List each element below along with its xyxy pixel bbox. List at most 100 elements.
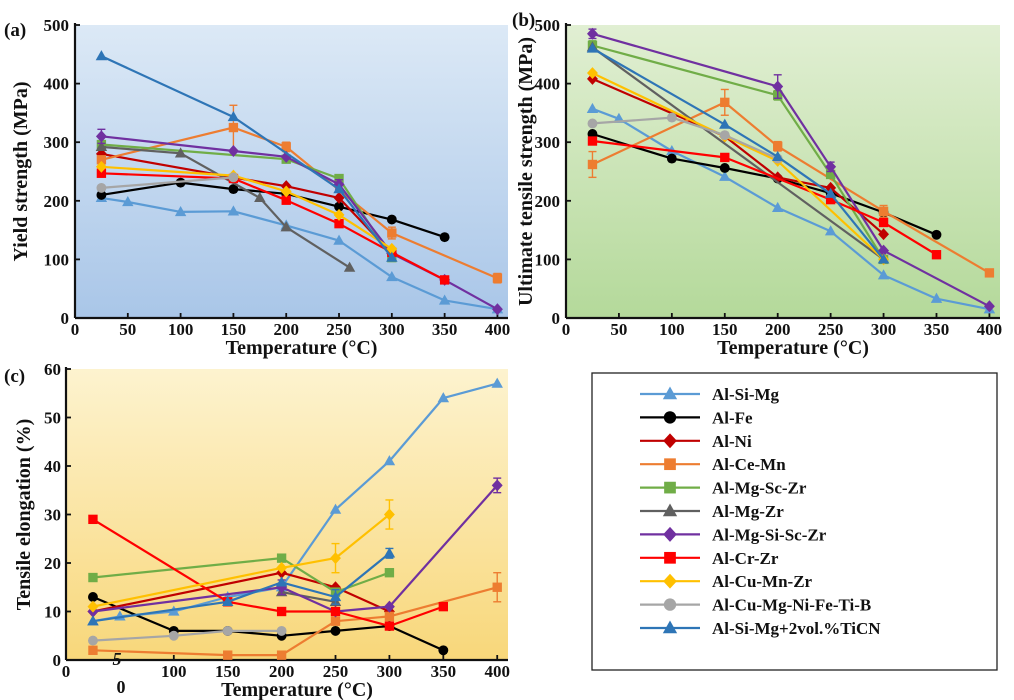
legend-entry-al-fe: Al-Fe xyxy=(640,408,753,427)
data-point xyxy=(438,294,451,305)
data-point xyxy=(96,182,107,193)
x-tick-label: 300 xyxy=(379,320,405,339)
legend-box xyxy=(591,372,998,671)
data-point xyxy=(438,645,449,656)
data-point xyxy=(492,273,503,283)
data-point xyxy=(88,592,98,602)
data-point xyxy=(666,153,677,164)
legend-entry-al-si-mg: Al-Si-Mg xyxy=(640,385,780,404)
data-point xyxy=(877,269,890,280)
data-point xyxy=(122,195,134,207)
legend-marker xyxy=(663,573,677,589)
legend-marker xyxy=(664,551,676,564)
series-line xyxy=(92,586,498,657)
x-tick-label: 200 xyxy=(273,320,299,339)
y-tick-label: 20 xyxy=(44,554,61,573)
data-point xyxy=(587,136,598,146)
legend-entry-al-ni: Al-Ni xyxy=(640,432,752,451)
y-tick-label: 30 xyxy=(44,506,61,525)
y-tick-label: 0 xyxy=(552,309,561,328)
data-point xyxy=(227,111,240,122)
legend-entry-al-mg-si-sc-zr: Al-Mg-Si-Sc-Zr xyxy=(640,525,827,544)
data-point xyxy=(276,606,287,617)
x-tick-label: 350 xyxy=(432,320,458,339)
legend-marker xyxy=(662,503,678,517)
data-point xyxy=(95,140,108,152)
legend-marker xyxy=(662,620,678,634)
data-point xyxy=(281,195,291,205)
data-point xyxy=(281,142,291,152)
data-point xyxy=(96,190,107,200)
data-point xyxy=(439,232,450,243)
series-line xyxy=(281,591,336,603)
series-al-cr-zr xyxy=(587,136,942,260)
x-tick-label: 100 xyxy=(659,320,685,339)
legend-label: Al-Fe xyxy=(712,408,753,427)
series-line xyxy=(101,172,446,281)
legend-marker xyxy=(663,433,677,449)
data-point xyxy=(439,275,450,285)
data-point xyxy=(168,630,179,641)
legend: Al-Si-Mg Al-Fe Al-Ni Al-Ce-Mn Al-Mg-Sc-Zr Al-… xyxy=(591,372,998,671)
series-line xyxy=(92,571,390,613)
data-point xyxy=(384,621,395,631)
series-line xyxy=(92,513,391,608)
y-tick-label: 60 xyxy=(44,360,61,379)
legend-label: Al-Mg-Sc-Zr xyxy=(712,479,807,498)
panel-label: (a) xyxy=(4,20,26,41)
data-point xyxy=(88,635,98,646)
plot-background xyxy=(75,25,508,318)
x-tick-label: 200 xyxy=(269,662,295,681)
x-tick-label: 50 xyxy=(610,320,627,339)
panel-label: (c) xyxy=(4,366,25,387)
x-tick-label: 250 xyxy=(818,320,844,339)
data-point xyxy=(771,150,784,162)
data-point xyxy=(586,42,599,53)
data-point xyxy=(666,112,677,123)
y-tick-label: 400 xyxy=(535,75,561,94)
legend-marker xyxy=(663,411,677,424)
data-point xyxy=(227,145,239,157)
data-point xyxy=(386,242,398,255)
legend-marker xyxy=(663,526,677,542)
y-axis-title: Yield strength (MPa) xyxy=(10,82,32,262)
data-point xyxy=(333,191,345,204)
data-point xyxy=(276,625,287,636)
data-point xyxy=(276,553,287,563)
data-point xyxy=(383,600,395,613)
panel-b: 0 50 100 150 200 250 300 350 400 0 100 200 300 400 500… xyxy=(512,10,1002,359)
data-point xyxy=(280,221,292,232)
series-line xyxy=(92,518,444,628)
x-tick-label: 400 xyxy=(977,320,1003,339)
legend-marker xyxy=(664,458,676,471)
data-point xyxy=(825,169,836,180)
series-al-cu-mn-zr xyxy=(87,499,395,613)
x-tick-label: 150 xyxy=(221,320,247,339)
x-tick-label: 350 xyxy=(924,320,950,339)
data-point xyxy=(825,194,836,205)
y-tick-label: 400 xyxy=(44,75,70,94)
data-point xyxy=(96,168,107,178)
data-point xyxy=(87,600,99,613)
x-tick-label: 400 xyxy=(484,662,510,681)
y-axis-title: Ultimate tensile strength (MPa) xyxy=(515,37,537,306)
y-tick-label: 100 xyxy=(44,250,70,269)
series-line xyxy=(592,116,779,160)
legend-label: Al-Cr-Zr xyxy=(712,549,779,568)
data-point xyxy=(587,27,598,40)
x-tick-label: 250 xyxy=(323,662,349,681)
stray-label-5: 5 xyxy=(113,649,122,669)
y-tick-label: 500 xyxy=(44,16,70,35)
legend-marker xyxy=(664,481,676,494)
x-tick-label: 150 xyxy=(215,662,241,681)
data-point xyxy=(228,184,239,195)
data-point xyxy=(931,229,942,240)
series-al-si-mg xyxy=(586,102,996,314)
data-point xyxy=(174,147,187,158)
x-tick-label: 50 xyxy=(119,320,136,339)
data-point xyxy=(719,170,731,181)
x-tick-label: 300 xyxy=(871,320,897,339)
data-point xyxy=(878,244,890,257)
series-al-mg-si-sc-zr xyxy=(587,27,995,313)
